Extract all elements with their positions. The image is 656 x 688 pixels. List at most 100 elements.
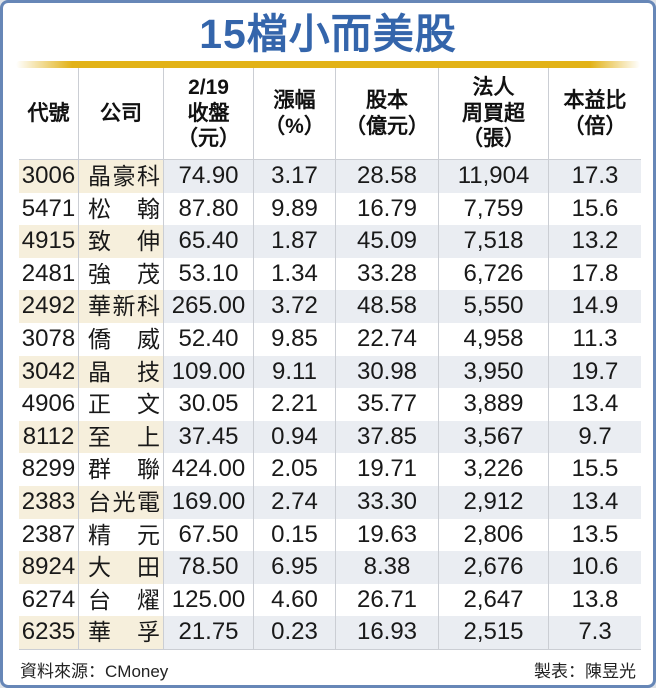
header-change: 漲幅 （%） — [254, 68, 336, 159]
company-name: 致伸 — [88, 228, 160, 255]
header-capital: 股本 （億元） — [336, 68, 439, 159]
company-name: 正文 — [88, 391, 160, 418]
cell-code: 3042 — [19, 355, 79, 389]
footer: 資料來源：CMoney 製表：陳昱光 — [3, 650, 653, 682]
header-line: （張） — [462, 127, 525, 151]
cell-capital: 35.77 — [336, 388, 439, 421]
cell-netbuy: 2,676 — [439, 551, 549, 584]
cell-company: 台燿 — [79, 583, 164, 617]
table-row: 8112 至上 37.45 0.94 37.85 3,567 9.7 — [19, 420, 641, 454]
cell-change: 9.89 — [254, 192, 336, 226]
cell-pe: 13.4 — [549, 485, 641, 519]
cell-netbuy: 4,958 — [439, 322, 549, 356]
table-row: 2383 台光電 169.00 2.74 33.30 2,912 13.4 — [19, 485, 641, 519]
cell-close: 21.75 — [164, 616, 254, 649]
cell-pe: 13.2 — [549, 225, 641, 258]
page-title: 15檔小而美股 — [199, 11, 457, 57]
cell-change: 1.87 — [254, 225, 336, 258]
cell-code: 6235 — [19, 616, 79, 649]
table-row: 5471 松翰 87.80 9.89 16.79 7,759 15.6 — [19, 192, 641, 226]
cell-company: 大田 — [79, 551, 164, 584]
cell-code: 8924 — [19, 551, 79, 584]
cell-code: 2492 — [19, 290, 79, 323]
cell-company: 群聯 — [79, 453, 164, 486]
cell-netbuy: 2,912 — [439, 485, 549, 519]
header-line: 公司 — [100, 101, 142, 125]
cell-capital: 30.98 — [336, 355, 439, 389]
header-line: 2/19 — [188, 76, 229, 100]
cell-capital: 8.38 — [336, 551, 439, 584]
company-name: 群聯 — [88, 456, 160, 483]
cell-code: 8112 — [19, 420, 79, 454]
company-name: 強茂 — [88, 260, 160, 287]
cell-netbuy: 2,515 — [439, 616, 549, 649]
cell-close: 65.40 — [164, 225, 254, 258]
data-source-note: 資料來源：CMoney — [20, 661, 169, 681]
cell-change: 9.11 — [254, 355, 336, 389]
table-row: 6274 台燿 125.00 4.60 26.71 2,647 13.8 — [19, 583, 641, 617]
cell-company: 僑威 — [79, 322, 164, 356]
cell-netbuy: 3,567 — [439, 420, 549, 454]
cell-capital: 19.63 — [336, 518, 439, 552]
stock-table: 代號 公司 2/19 收盤 （元） 漲幅 （%） 股本 （億元） 法人 周買超 （張） 本益比 （倍） 3… — [19, 68, 641, 650]
cell-capital: 37.85 — [336, 420, 439, 454]
cell-close: 125.00 — [164, 583, 254, 617]
cell-change: 0.94 — [254, 420, 336, 454]
table-row: 3078 僑威 52.40 9.85 22.74 4,958 11.3 — [19, 322, 641, 356]
cell-close: 53.10 — [164, 257, 254, 291]
cell-netbuy: 11,904 — [439, 160, 549, 193]
header-company: 公司 — [79, 68, 164, 159]
cell-company: 松翰 — [79, 192, 164, 226]
cell-close: 424.00 — [164, 453, 254, 486]
table-row: 4906 正文 30.05 2.21 35.77 3,889 13.4 — [19, 388, 641, 421]
header-line: 漲幅 — [273, 88, 316, 112]
gold-divider — [16, 61, 640, 68]
cell-close: 74.90 — [164, 160, 254, 193]
cell-netbuy: 6,726 — [439, 257, 549, 291]
cell-company: 晶技 — [79, 355, 164, 389]
cell-pe: 15.6 — [571, 194, 619, 222]
cell-code: 3006 — [19, 160, 79, 193]
credit-note: 製表：陳昱光 — [534, 661, 636, 681]
cell-company: 正文 — [79, 388, 164, 421]
header-line: （倍） — [563, 114, 627, 138]
header-line: 代號 — [27, 101, 70, 125]
cell-company: 台光電 — [79, 485, 164, 519]
cell-pe: 13.8 — [571, 585, 619, 613]
header-line: 收盤 — [187, 101, 230, 125]
cell-company: 致伸 — [79, 225, 164, 258]
cell-change: 6.95 — [254, 551, 336, 584]
cell-capital: 26.71 — [336, 583, 439, 617]
cell-company: 至上 — [79, 420, 164, 454]
cell-pe: 17.3 — [549, 160, 641, 193]
header-line: 本益比 — [563, 88, 627, 112]
cell-company: 華孚 — [79, 616, 164, 649]
cell-pe: 14.9 — [549, 290, 641, 323]
cell-pe: 10.6 — [549, 551, 641, 584]
cell-netbuy: 2,647 — [439, 583, 549, 617]
cell-netbuy: 7,759 — [439, 192, 549, 226]
cell-code: 2481 — [19, 257, 79, 291]
cell-code: 2387 — [19, 518, 79, 552]
cell-netbuy: 3,950 — [439, 355, 549, 389]
cell-change: 1.34 — [254, 257, 336, 291]
cell-capital: 28.58 — [336, 160, 439, 193]
cell-change: 0.15 — [254, 518, 336, 552]
table-row: 2492 華新科 265.00 3.72 48.58 5,550 14.9 — [19, 290, 641, 323]
cell-code: 4915 — [19, 225, 79, 258]
company-name: 晶技 — [88, 358, 160, 385]
cell-pe: 17.8 — [571, 259, 619, 287]
cell-company: 強茂 — [79, 257, 164, 291]
header-pe: 本益比 （倍） — [549, 68, 641, 159]
cell-capital: 48.58 — [336, 290, 439, 323]
cell-capital: 33.30 — [336, 485, 439, 519]
table-row: 2387 精元 67.50 0.15 19.63 2,806 13.5 — [19, 518, 641, 552]
cell-company: 晶豪科 — [79, 160, 164, 193]
cell-capital: 45.09 — [336, 225, 439, 258]
cell-change: 0.23 — [254, 616, 336, 649]
header-row: 代號 公司 2/19 收盤 （元） 漲幅 （%） 股本 （億元） 法人 周買超 （張） 本益比 （倍） — [19, 68, 641, 160]
header-code: 代號 — [19, 68, 79, 159]
header-line: （億元） — [345, 114, 429, 138]
table-row: 8924 大田 78.50 6.95 8.38 2,676 10.6 — [19, 551, 641, 584]
company-name: 至上 — [88, 423, 160, 450]
